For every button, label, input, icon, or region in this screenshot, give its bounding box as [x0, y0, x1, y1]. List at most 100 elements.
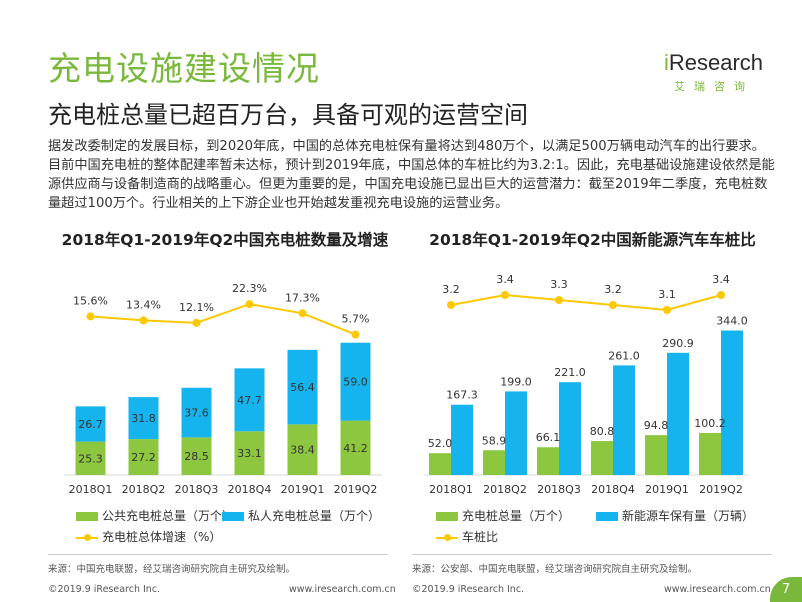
right-ratio-point-2018Q1	[447, 301, 455, 309]
left-url: www.iresearch.com.cn	[289, 584, 396, 595]
left-label-private-2018Q3: 37.6	[184, 407, 209, 420]
left-bar-public-2018Q3	[181, 437, 212, 475]
right-source-note: 来源：公安部、中国充电联盟，经艾瑞咨询研究院自主研究及绘制。	[412, 564, 698, 575]
right-label-nev-2018Q3: 221.0	[554, 366, 586, 379]
legend-total-piles: 充电桩总量（万个）	[436, 507, 570, 524]
legend-growth-rate: 充电桩总体增速（%）	[76, 528, 221, 545]
right-url: www.iresearch.com.cn	[664, 584, 771, 595]
left-label-private-2019Q2: 59.0	[343, 376, 368, 389]
legend-swatch-green	[76, 512, 98, 521]
left-bar-public-2018Q2	[128, 439, 159, 475]
right-ratio-line	[450, 293, 722, 312]
left-growth-label-2019Q2: 5.7%	[342, 313, 370, 326]
legend-total-piles-label: 充电桩总量（万个）	[462, 509, 571, 523]
right-label-piles-2018Q2: 58.9	[482, 434, 507, 447]
left-bar-private-2019Q1	[287, 349, 318, 425]
right-ratio-label-2018Q2: 3.4	[496, 273, 514, 286]
left-bar-public-2019Q2	[340, 420, 371, 475]
left-growth-point-2018Q1	[86, 312, 95, 321]
left-bar-private-2019Q2	[340, 342, 371, 421]
left-growth-label-2018Q3: 12.1%	[179, 301, 214, 314]
left-tick-2018Q2: 2018Q2	[122, 483, 166, 496]
right-label-nev-2018Q1: 167.3	[446, 389, 478, 402]
right-label-nev-2019Q2: 344.0	[716, 315, 748, 328]
iresearch-logo: iResearch 艾瑞咨询	[664, 50, 774, 95]
left-chart-title: 2018年Q1-2019年Q2中国充电桩数量及增速	[61, 231, 389, 249]
right-bar-nev-2018Q3	[559, 382, 581, 475]
right-tick-2018Q4: 2018Q4	[591, 483, 635, 496]
left-bar-private-2018Q2	[128, 397, 159, 440]
left-bar-public-2018Q1	[75, 441, 106, 475]
intro-paragraph: 据发改委制定的发展目标，到2020年底，中国的总体充电桩保有量将达到480万个，…	[48, 139, 775, 211]
legend-ratio: 车桩比	[436, 528, 498, 545]
right-label-nev-2018Q4: 261.0	[608, 349, 640, 362]
legend-public-piles-label: 公共充电桩总量（万个）	[102, 509, 235, 523]
left-label-public-2018Q1: 25.3	[78, 452, 103, 465]
left-label-private-2018Q1: 26.7	[78, 418, 103, 431]
right-ratio-label-2018Q1: 3.2	[442, 283, 460, 296]
left-growth-label-2018Q4: 22.3%	[232, 282, 267, 295]
left-growth-label-2019Q1: 17.3%	[285, 291, 320, 304]
right-bar-piles-2018Q1	[429, 453, 451, 475]
right-bar-piles-2018Q2	[483, 450, 505, 475]
left-label-public-2018Q2: 27.2	[131, 451, 156, 464]
left-bar-public-2019Q1	[287, 424, 318, 475]
page-title: 充电设施建设情况	[48, 49, 320, 88]
legend-growth-rate-label: 充电桩总体增速（%）	[102, 530, 222, 544]
left-tick-2019Q1: 2019Q1	[281, 483, 325, 496]
right-ratio-label-2019Q2: 3.4	[712, 273, 730, 286]
right-label-piles-2018Q3: 66.1	[536, 431, 561, 444]
right-bar-piles-2019Q1	[645, 435, 667, 475]
left-label-private-2018Q4: 47.7	[237, 394, 262, 407]
right-ratio-point-2018Q3	[555, 296, 563, 304]
logo-wordmark: iResearch	[664, 50, 763, 76]
legend-swatch-line	[76, 533, 98, 542]
legend-private-piles: 私人充电桩总量（万个）	[222, 507, 380, 524]
left-copyright: ©2019.9 iResearch Inc.	[48, 584, 161, 595]
page-subtitle: 充电桩总量已超百万台，具备可观的运营空间	[48, 101, 528, 129]
right-ratio-point-2019Q2	[717, 291, 725, 299]
right-label-piles-2019Q2: 100.2	[694, 417, 726, 430]
right-tick-2019Q2: 2019Q2	[699, 483, 743, 496]
left-label-public-2018Q3: 28.5	[184, 450, 209, 463]
left-bar-public-2018Q4	[234, 431, 265, 475]
left-growth-point-2018Q4	[245, 300, 254, 309]
right-bar-nev-2019Q1	[667, 352, 689, 475]
left-growth-label-2018Q2: 13.4%	[126, 298, 161, 311]
right-bar-nev-2018Q1	[451, 404, 473, 475]
right-label-piles-2019Q1: 94.8	[644, 419, 669, 432]
right-bar-nev-2018Q2	[505, 391, 527, 475]
right-chart-title: 2018年Q1-2019年Q2中国新能源汽车车桩比	[429, 231, 756, 249]
legend-swatch-blue	[222, 512, 244, 521]
left-label-public-2019Q1: 38.4	[290, 444, 315, 457]
left-label-public-2019Q2: 41.2	[343, 442, 368, 455]
right-ratio-label-2018Q4: 3.2	[604, 283, 622, 296]
legend-nev-stock: 新能源车保有量（万辆）	[596, 507, 754, 524]
left-growth-point-2018Q2	[139, 316, 148, 325]
left-label-private-2018Q2: 31.8	[131, 412, 156, 425]
logo-subtitle: 艾瑞咨询	[674, 80, 754, 93]
right-source-divider	[412, 554, 772, 555]
right-ratio-point-2018Q2	[501, 291, 509, 299]
logo-research: Research	[668, 50, 764, 75]
legend-swatch-blue-right	[596, 512, 618, 521]
right-tick-2018Q2: 2018Q2	[483, 483, 527, 496]
left-bar-private-2018Q4	[234, 368, 265, 432]
legend-public-piles: 公共充电桩总量（万个）	[76, 507, 234, 524]
logo-i: i	[664, 50, 669, 75]
left-source-note: 来源：中国充电联盟，经艾瑞咨询研究院自主研究及绘制。	[48, 564, 296, 575]
left-growth-point-2018Q3	[192, 318, 201, 327]
right-tick-2019Q1: 2019Q1	[645, 483, 689, 496]
right-bar-piles-2018Q4	[591, 441, 613, 475]
left-source-divider	[48, 554, 388, 555]
left-label-private-2019Q1: 56.4	[290, 381, 315, 394]
right-copyright: ©2019.9 iResearch Inc.	[412, 584, 525, 595]
legend-ratio-label: 车桩比	[462, 530, 499, 544]
right-tick-2018Q1: 2018Q1	[429, 483, 473, 496]
left-growth-point-2019Q2	[351, 330, 360, 339]
right-label-nev-2019Q1: 290.9	[662, 337, 694, 350]
right-bar-piles-2018Q3	[537, 447, 559, 475]
right-label-nev-2018Q2: 199.0	[500, 375, 532, 388]
left-label-public-2018Q4: 33.1	[237, 447, 262, 460]
legend-swatch-green-right	[436, 512, 458, 521]
